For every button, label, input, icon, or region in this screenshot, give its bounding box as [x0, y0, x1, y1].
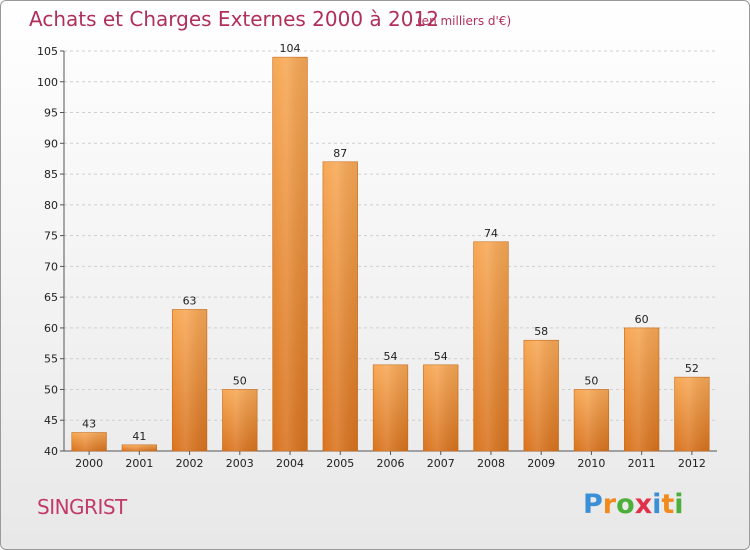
y-tick-label: 65	[44, 291, 58, 304]
logo-letter: x	[634, 489, 653, 520]
y-tick-label: 70	[44, 260, 58, 273]
data-label: 60	[635, 313, 649, 326]
data-label: 63	[183, 294, 197, 307]
commune-name: SINGRIST	[37, 495, 127, 519]
logo-letter: t	[661, 489, 675, 520]
bar-shine	[71, 432, 107, 451]
y-tick-label: 90	[44, 137, 58, 150]
data-label: 54	[434, 350, 448, 363]
x-tick-label: 2012	[678, 457, 706, 470]
x-tick-label: 2007	[427, 457, 455, 470]
x-tick-label: 2009	[527, 457, 555, 470]
x-tick-label: 2011	[628, 457, 656, 470]
data-label: 50	[233, 374, 247, 387]
x-tick-label: 2008	[477, 457, 505, 470]
logo-letter: o	[616, 489, 635, 520]
x-tick-label: 2004	[276, 457, 304, 470]
y-tick-label: 60	[44, 322, 58, 335]
bar-shine	[322, 161, 358, 451]
data-label: 104	[280, 42, 301, 55]
data-label: 74	[484, 227, 498, 240]
x-tick-label: 2005	[326, 457, 354, 470]
y-tick-label: 40	[44, 445, 58, 458]
data-label: 43	[82, 418, 96, 431]
bar-shine	[574, 389, 609, 451]
bar-shine	[272, 57, 308, 452]
y-tick-label: 45	[44, 414, 58, 427]
data-label: 87	[333, 147, 347, 160]
chart-title: Achats et Charges Externes 2000 à 2012	[29, 7, 439, 31]
y-tick-label: 95	[44, 107, 58, 120]
data-label: 41	[132, 430, 146, 443]
data-label: 54	[384, 350, 398, 363]
bar-shine	[222, 389, 258, 451]
bar-shine	[624, 327, 659, 451]
bar-shine	[674, 377, 710, 451]
x-tick-label: 2000	[75, 457, 103, 470]
proxiti-logo: Proxiti	[583, 489, 684, 520]
logo-letter: P	[583, 489, 603, 520]
bar-shine	[423, 364, 459, 451]
bar-shine	[122, 444, 157, 451]
y-tick-label: 85	[44, 168, 58, 181]
bar-shine	[172, 309, 207, 451]
x-tick-label: 2010	[577, 457, 605, 470]
logo-letter: i	[674, 489, 684, 520]
x-tick-label: 2001	[125, 457, 153, 470]
logo-letter: i	[652, 489, 662, 520]
y-tick-label: 80	[44, 199, 58, 212]
y-tick-label: 105	[37, 45, 58, 58]
data-label: 52	[685, 362, 699, 375]
bar-shine	[523, 340, 559, 451]
data-label: 50	[584, 374, 598, 387]
x-tick-label: 2003	[226, 457, 254, 470]
chart-unit: (en milliers d'€)	[417, 14, 512, 28]
data-label: 58	[534, 325, 548, 338]
bar-shine	[473, 241, 509, 451]
y-tick-label: 55	[44, 353, 58, 366]
y-tick-label: 100	[37, 76, 58, 89]
y-tick-label: 50	[44, 383, 58, 396]
bar-shine	[373, 364, 408, 451]
y-tick-label: 75	[44, 230, 58, 243]
logo-letter: r	[602, 489, 617, 520]
x-tick-label: 2002	[176, 457, 204, 470]
x-tick-label: 2006	[377, 457, 405, 470]
